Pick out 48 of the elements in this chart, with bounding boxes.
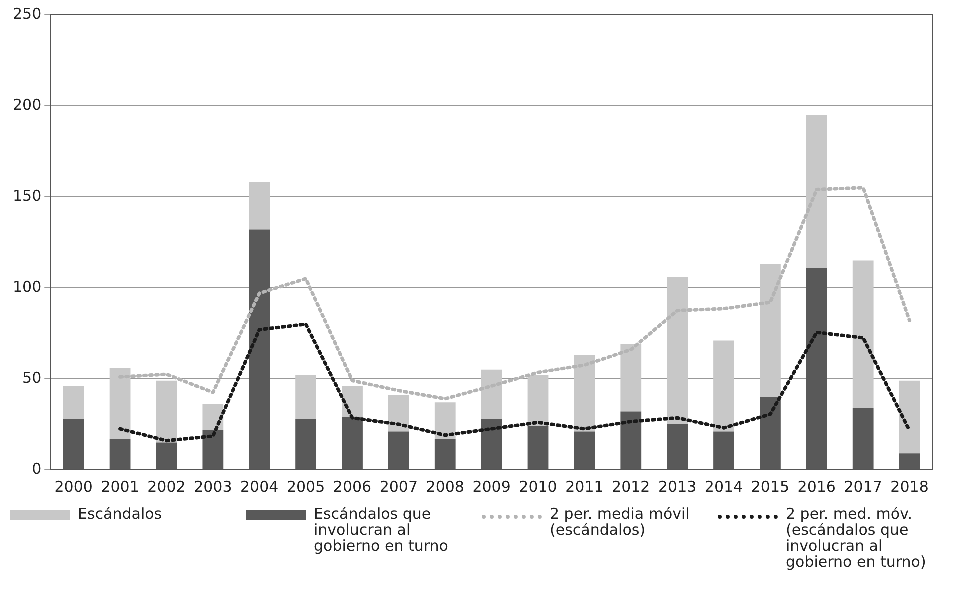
y-tick-label: 150 [12, 186, 42, 205]
bar [110, 368, 131, 440]
bar [434, 402, 456, 440]
legend-label: Escándalos que involucran al gobierno en turno [314, 505, 450, 555]
bar [714, 340, 734, 432]
x-tick-label: 2015 [751, 478, 790, 496]
bar [388, 395, 410, 432]
bar [806, 115, 828, 268]
x-tick-label: 2017 [844, 478, 882, 496]
y-tick-label: 250 [12, 4, 42, 23]
x-tick-label: 2008 [426, 478, 464, 496]
y-tick-label: 50 [22, 368, 42, 387]
bar [760, 264, 781, 398]
legend-label: 2 per. media móvil (escándalos) [550, 505, 691, 539]
x-tick-label: 2012 [612, 478, 650, 496]
x-tick-label: 2011 [566, 478, 604, 496]
legend-label: Escándalos [78, 505, 164, 523]
bar [852, 260, 874, 408]
bar [481, 370, 502, 420]
x-tick-label: 2006 [333, 478, 372, 496]
x-tick-label: 2001 [101, 478, 140, 496]
x-tick-label: 2005 [286, 478, 326, 496]
bar [249, 182, 270, 230]
y-tick-label: 0 [32, 460, 42, 478]
x-tick-label: 2009 [472, 478, 511, 496]
line-series [118, 322, 912, 443]
x-tick-label: 2007 [380, 478, 418, 496]
bar [574, 355, 596, 432]
x-tick-label: 2013 [658, 478, 697, 496]
x-tick-label: 2018 [890, 478, 929, 496]
bar [296, 375, 317, 420]
legend-label: 2 per. med. móv. (escándalos que involucran al gobierno en turno) [786, 505, 928, 571]
bar [620, 344, 642, 412]
bar [667, 277, 688, 424]
x-tick-label: 2014 [704, 478, 744, 496]
bar [63, 386, 84, 420]
x-tick-label: 2003 [194, 478, 232, 496]
bar [156, 380, 178, 443]
x-tick-label: 2002 [148, 478, 186, 496]
x-tick-label: 2004 [240, 478, 279, 496]
x-tick-label: 2000 [54, 478, 93, 496]
line-series [118, 186, 912, 401]
bar [899, 380, 920, 454]
x-tick-label: 2016 [798, 478, 836, 496]
bar [528, 375, 549, 426]
y-tick-label: 100 [12, 278, 42, 296]
x-tick-label: 2010 [519, 478, 558, 496]
y-tick-label: 200 [12, 96, 42, 114]
